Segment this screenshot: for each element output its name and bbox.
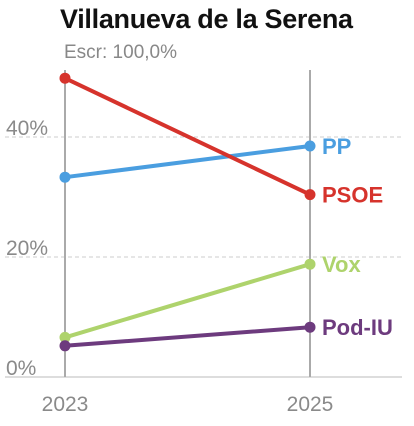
y-tick-label: 20% xyxy=(6,237,48,260)
chart-subtitle: Escr: 100,0% xyxy=(64,42,177,63)
x-tick-label: 2023 xyxy=(42,393,89,416)
series-line xyxy=(63,325,312,348)
series-label: PSOE xyxy=(322,183,383,208)
data-point xyxy=(304,140,316,152)
gridlines xyxy=(5,136,402,378)
y-tick-label: 0% xyxy=(6,357,36,380)
data-point xyxy=(59,171,71,183)
y-tick-label: 40% xyxy=(6,117,48,140)
labels: 0% 20% 40% 2023 2025 PP PSOE Vox Pod-IU xyxy=(6,117,393,416)
series-line xyxy=(63,76,312,197)
chart-title: Villanueva de la Serena xyxy=(60,4,353,34)
data-point xyxy=(59,72,71,84)
series-lines xyxy=(59,72,316,352)
data-point xyxy=(59,331,71,343)
series-line xyxy=(63,144,312,180)
series-label: Vox xyxy=(322,252,361,277)
series-line xyxy=(63,262,312,340)
series-label: Pod-IU xyxy=(322,315,393,340)
data-point xyxy=(304,321,316,333)
data-point xyxy=(304,258,316,270)
data-point xyxy=(59,340,71,352)
series-label: PP xyxy=(322,134,351,159)
x-tick-label: 2025 xyxy=(287,393,334,416)
data-point xyxy=(304,189,316,201)
